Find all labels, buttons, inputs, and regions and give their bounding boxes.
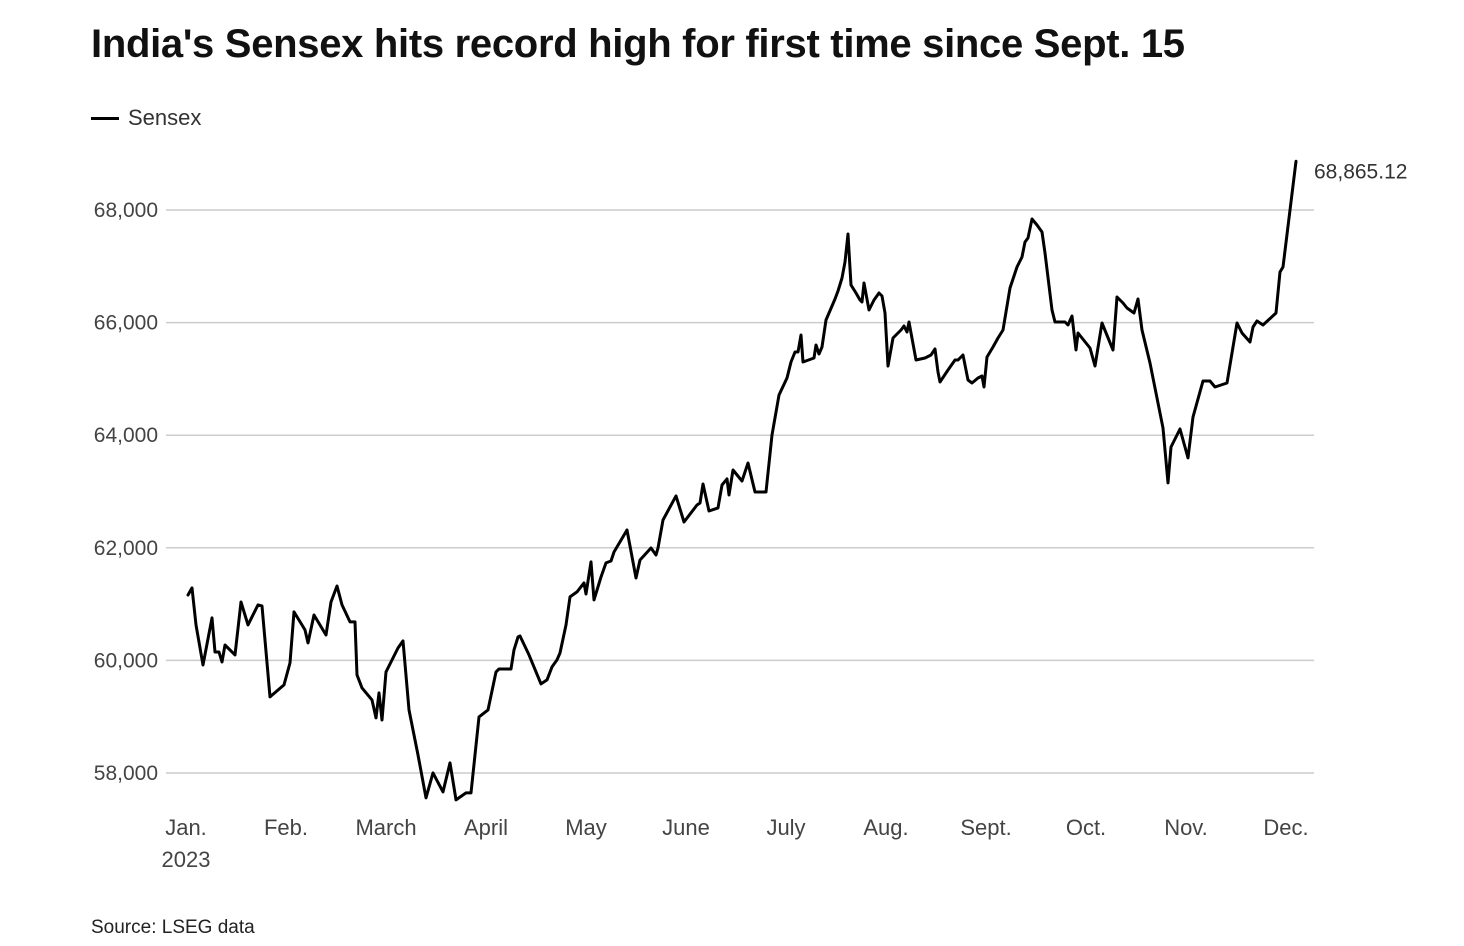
x-tick-label: Oct.: [1066, 815, 1106, 840]
legend-label-sensex: Sensex: [128, 105, 202, 130]
x-tick-label: Dec.: [1263, 815, 1308, 840]
x-tick-label: Nov.: [1164, 815, 1208, 840]
x-tick-label: Sept.: [960, 815, 1011, 840]
y-tick-label: 62,000: [94, 537, 158, 560]
legend: Sensex: [91, 105, 201, 131]
series-line-sensex: [186, 159, 1298, 802]
x-tick-label: Jan.: [165, 815, 207, 840]
x-tick-label: April: [464, 815, 508, 840]
x-tick-label: Feb.: [264, 815, 308, 840]
y-tick-label: 60,000: [94, 649, 158, 672]
y-tick-label: 66,000: [94, 312, 158, 335]
x-tick-label: June: [662, 815, 710, 840]
legend-swatch-sensex: [91, 116, 119, 120]
chart-title: India's Sensex hits record high for firs…: [91, 22, 1185, 66]
x-tick-label: May: [565, 815, 607, 840]
x-tick-label: Aug.: [863, 815, 908, 840]
x-tick-label: July: [766, 815, 805, 840]
x-tick-sublabel: 2023: [162, 847, 211, 872]
end-value-label: 68,865.12: [1314, 160, 1407, 183]
y-tick-label: 58,000: [94, 762, 158, 785]
source-note: Source: LSEG data: [91, 917, 255, 938]
y-tick-label: 64,000: [94, 424, 158, 447]
y-tick-label: 68,000: [94, 199, 158, 222]
x-tick-label: March: [355, 815, 416, 840]
